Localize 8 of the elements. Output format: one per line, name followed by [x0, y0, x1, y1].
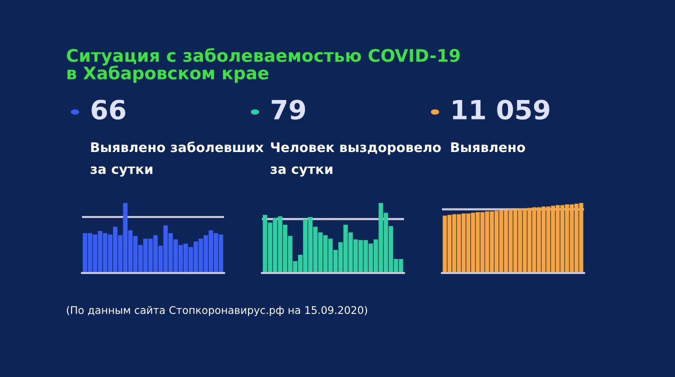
chart-subtitle: Выявлено заболевших за сутки [90, 142, 264, 177]
chart-subtitle: Человек выздоровело за сутки [270, 142, 441, 177]
chart-title: 66 [92, 100, 126, 120]
chart-title: 11 059 [452, 100, 550, 120]
text: (По данным сайта Стопкоронавирус.рф на 15.09.2020) [66, 306, 368, 316]
chart-title: 79 [272, 100, 306, 120]
text: Ситуация с заболеваемостью COVID-19 в Хабаровском крае [66, 48, 460, 83]
chart-subtitle: Выявлено [451, 142, 526, 152]
